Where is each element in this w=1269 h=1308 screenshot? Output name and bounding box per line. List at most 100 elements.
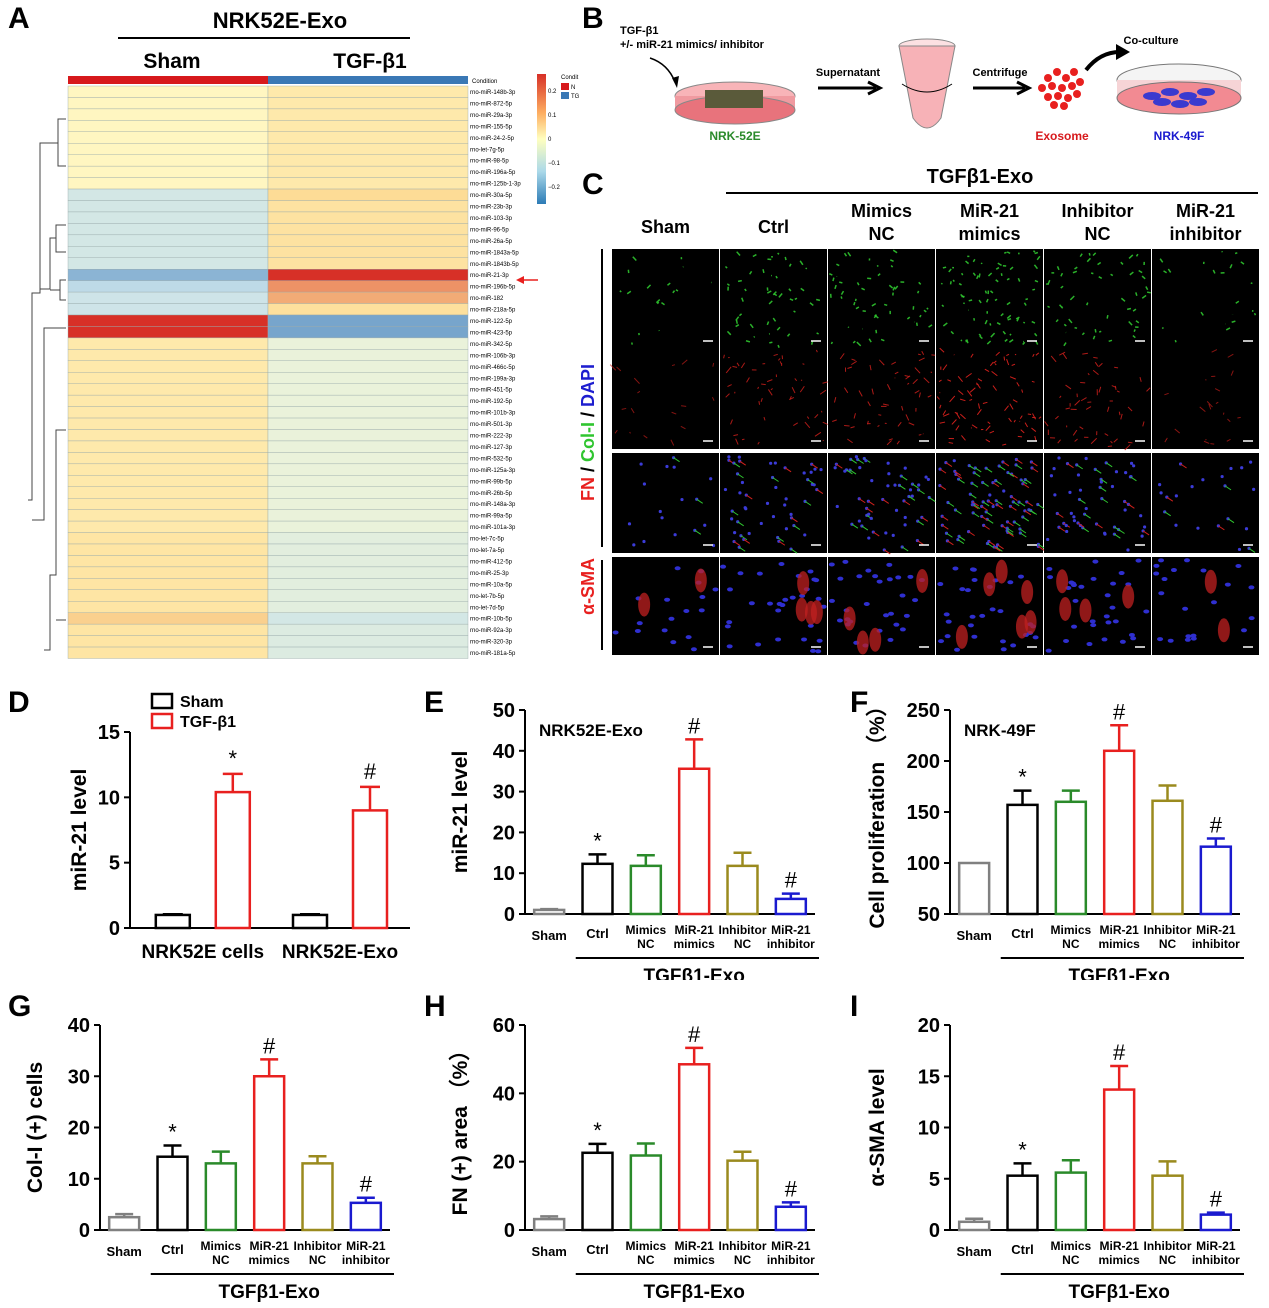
scale-tick: 0.1 <box>548 113 557 119</box>
heatmap-cell <box>267 97 469 110</box>
y-tick-label: 0 <box>504 904 515 926</box>
condition-bar-tgf <box>268 76 468 84</box>
x-tick-label: MiR-21 <box>1099 923 1139 937</box>
inner-label: NRK-49F <box>964 721 1036 740</box>
mirna-label: rno-let-7c-5p <box>470 537 505 543</box>
heatmap-cell <box>267 360 469 373</box>
mirna-label: rno-miR-218a-5p <box>470 308 516 314</box>
significance-mark: * <box>593 828 602 853</box>
bar <box>1054 800 1088 916</box>
significance-mark: * <box>1018 1137 1027 1162</box>
heatmap-cell <box>267 566 469 579</box>
x-tick-label: mimics <box>248 1253 290 1267</box>
heatmap-cell <box>267 188 469 201</box>
significance-mark: # <box>263 1033 276 1058</box>
y-tick-label: 30 <box>493 782 515 804</box>
heatmap-cell <box>67 372 269 384</box>
highlight-arrow-icon <box>516 276 524 284</box>
stain-label: FN / Col-I / DAPI <box>580 364 598 501</box>
bar <box>774 1205 808 1232</box>
mirna-label: rno-miR-26a-5p <box>470 239 513 245</box>
mirna-label: rno-miR-26b-5p <box>470 491 513 497</box>
chart-d: 0 5 10 15 miR-21 level * # NRK52E cells NRK52E-E… <box>68 692 410 963</box>
x-tick-label: Inhibitor <box>719 1239 767 1253</box>
y-tick-label: 5 <box>109 853 120 875</box>
heatmap-cell <box>67 406 269 419</box>
legend-swatch-tg <box>561 92 569 99</box>
mirna-label: rno-miR-501-3p <box>470 422 513 428</box>
mirna-label: rno-miR-125a-3p <box>470 468 516 474</box>
x-tick-label: MiR-21 <box>249 1239 289 1253</box>
mirna-label: rno-miR-21-3p <box>470 273 509 279</box>
heatmap-cell <box>67 154 269 167</box>
heatmap-cell <box>267 291 469 304</box>
bar <box>252 1075 286 1232</box>
step-label-supernatant: Supernatant <box>816 67 881 79</box>
x-tick-label: inhibitor <box>342 1253 390 1267</box>
heatmap-cell <box>67 509 269 522</box>
heatmap-cell <box>267 349 469 362</box>
y-axis-label: miR-21 level <box>449 751 472 874</box>
micrograph-column-label: MiR-21 <box>1176 201 1235 221</box>
heatmap-cell <box>67 291 269 304</box>
x-tick-label: Ctrl <box>161 1242 183 1257</box>
mirna-label: rno-miR-196b-5p <box>470 285 516 291</box>
heatmap-cell <box>267 211 469 224</box>
bar <box>581 862 614 916</box>
legend-swatch <box>150 692 174 710</box>
heatmap-cell <box>267 372 469 384</box>
y-tick-label: 0 <box>79 1220 90 1242</box>
heatmap-cell <box>267 234 469 247</box>
mirna-label: rno-miR-181a-5p <box>470 651 516 657</box>
legend-title: Condit <box>561 75 579 81</box>
step-label-centrifuge: Centrifuge <box>973 67 1028 79</box>
rotation-icon <box>901 83 953 93</box>
significance-mark: # <box>1113 1040 1126 1065</box>
micrograph-tile <box>720 453 827 554</box>
heatmap-cell <box>267 143 469 155</box>
group-label: TGFβ1-Exo <box>219 1282 320 1303</box>
x-tick-label: NC <box>1159 1253 1177 1267</box>
x-tick-label: NC <box>734 937 752 951</box>
y-tick-label: 40 <box>493 741 515 763</box>
micrograph-column-label: NC <box>1085 224 1111 244</box>
micrograph-tile <box>936 249 1043 349</box>
arrow-right-icon <box>818 80 884 96</box>
heatmap-cell <box>267 314 469 327</box>
heatmap-cell <box>267 326 469 339</box>
significance-mark: # <box>1113 699 1126 724</box>
mirna-label: rno-miR-24-2-5p <box>470 136 515 142</box>
bar <box>107 1215 141 1232</box>
mirna-label: rno-miR-96-5p <box>470 227 509 233</box>
heatmap-cell <box>67 532 269 545</box>
x-tick-label: NC <box>309 1253 327 1267</box>
heatmap-panel: NRK52E-Exo Sham TGF-β1 Condition rno-miR… <box>28 8 580 659</box>
x-tick-label: MiR-21 <box>674 1239 714 1253</box>
mirna-label: rno-miR-1843b-5p <box>470 262 519 268</box>
micrograph-tile <box>612 557 719 655</box>
mirna-label: rno-miR-451-5p <box>470 388 513 394</box>
heatmap-cell <box>267 509 469 522</box>
heatmap-cell <box>67 429 269 442</box>
scale-tick: 0.2 <box>548 89 557 95</box>
mirna-label: rno-let-7a-5p <box>470 548 505 554</box>
mirna-label: rno-miR-1843a-5p <box>470 250 519 256</box>
heatmap-cell <box>267 303 469 316</box>
y-tick-label: 40 <box>493 1083 515 1105</box>
heatmap-cell <box>267 165 469 178</box>
heatmap-cell <box>67 612 269 625</box>
bar <box>1102 749 1136 916</box>
mirna-label: rno-miR-196a-5p <box>470 170 516 176</box>
x-tick-label: inhibitor <box>767 937 815 951</box>
x-tick-label: mimics <box>673 1253 715 1267</box>
bar <box>1151 1174 1184 1232</box>
y-tick-label: 20 <box>493 822 515 844</box>
treatment-label-2: +/- miR-21 mimics/ inhibitor <box>620 39 765 51</box>
heatmap-cell <box>67 120 269 132</box>
heatmap-cell <box>67 463 269 476</box>
x-tick-label: MiR-21 <box>771 923 811 937</box>
x-tick-label: inhibitor <box>1192 937 1240 951</box>
curved-arrow-head <box>1116 44 1130 60</box>
heatmap-cell <box>267 612 469 625</box>
